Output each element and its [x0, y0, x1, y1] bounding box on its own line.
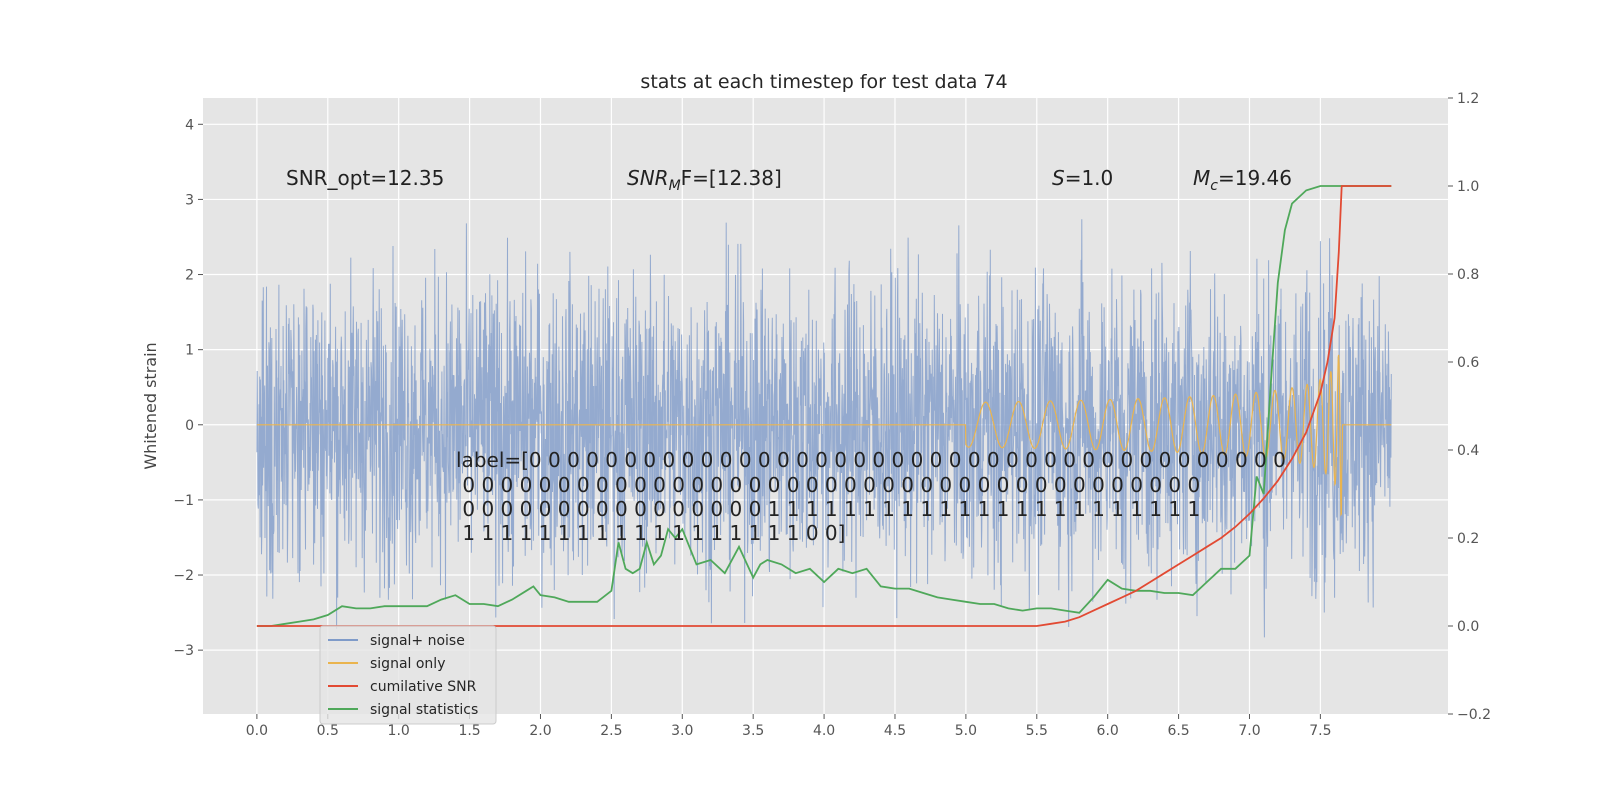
annotation-label-line: 1 1 1 1 1 1 1 1 1 1 1 1 1 1 1 1 1 1 0 0]	[456, 521, 845, 545]
legend-label-signal-noise: signal+ noise	[370, 633, 465, 649]
y2-tick-label: 1.0	[1457, 179, 1479, 195]
legend-label-signal-statistics: signal statistics	[370, 702, 478, 718]
series-signal-only	[256, 354, 1392, 517]
chart-title: stats at each timestep for test data 74	[640, 71, 1007, 93]
annotation-snr-opt: SNR_opt=12.35	[286, 166, 444, 190]
legend-box	[319, 625, 497, 725]
y2-tick-label: 0.8	[1457, 267, 1479, 283]
x-tick-label: 1.5	[458, 723, 480, 739]
x-tick-label: 5.0	[955, 723, 977, 739]
x-tick-label: 7.5	[1309, 723, 1331, 739]
y-tick-label: 3	[185, 192, 194, 208]
annotations: SNR_opt=12.35 SNRMF=[12.38] S=1.0 Mc=19.…	[286, 166, 1292, 545]
x-tick-label: 3.0	[671, 723, 693, 739]
x-tick-label: 4.0	[813, 723, 835, 739]
series-line-signal-statistics	[256, 185, 1392, 627]
annotation-mc: Mc=19.46	[1193, 166, 1292, 194]
series-signal-noise	[256, 219, 1392, 638]
x-tick-label: 6.0	[1097, 723, 1119, 739]
x-tick-label: 2.5	[600, 723, 622, 739]
y-tick-label: −3	[173, 643, 194, 659]
annotation-snr-mf: SNRMF=[12.38]	[627, 166, 782, 194]
y2-tick-label: 0.4	[1457, 443, 1479, 459]
annotation-s: S=1.0	[1052, 166, 1113, 190]
series-line-signal-noise	[256, 219, 1392, 638]
legend: signal+ noise signal only cumilative SNR…	[319, 625, 497, 725]
y-tick-label: 4	[185, 117, 194, 133]
legend-label-cumulative-snr: cumilative SNR	[370, 679, 477, 695]
x-tick-label: 3.5	[742, 723, 764, 739]
y2-tick-label: 0.2	[1457, 531, 1479, 547]
series-line-cumulative-snr	[256, 185, 1392, 627]
y2-tick-label: −0.2	[1457, 707, 1491, 723]
y2-tick-label: 0.6	[1457, 355, 1479, 371]
y2-tick-label: 0.0	[1457, 619, 1479, 635]
y-tick-label: 0	[185, 418, 194, 434]
legend-label-signal-only: signal only	[370, 656, 445, 672]
y-axis-label: Whitened strain	[141, 342, 160, 469]
axes: 0.0 0.5 1.0 1.5 2.0 2.5 3.0 3.5 4.0 4.5 5.0 5.5 6.0 6…	[173, 91, 1491, 739]
x-tick-label: 4.5	[884, 723, 906, 739]
x-tick-label: 0.5	[317, 723, 339, 739]
annotation-label-line: 0 0 0 0 0 0 0 0 0 0 0 0 0 0 0 0 1 1 1 1 …	[456, 497, 1200, 521]
x-tick-label: 0.0	[246, 723, 268, 739]
x-tick-label: 2.0	[529, 723, 551, 739]
y-tick-label: −1	[173, 493, 194, 509]
series-signal-statistics	[256, 185, 1392, 627]
y-tick-label: 1	[185, 343, 194, 359]
y2-tick-label: 1.2	[1457, 91, 1479, 107]
x-tick-label: 7.0	[1238, 723, 1260, 739]
x-tick-label: 5.5	[1026, 723, 1048, 739]
series-line-signal-only	[256, 354, 1392, 517]
y-tick-label: −2	[173, 568, 194, 584]
x-tick-label: 6.5	[1167, 723, 1189, 739]
annotation-label-line: 0 0 0 0 0 0 0 0 0 0 0 0 0 0 0 0 0 0 0 0 …	[456, 473, 1200, 497]
x-tick-label: 1.0	[388, 723, 410, 739]
y-tick-label: 2	[185, 268, 194, 284]
series-cumulative-snr	[256, 185, 1392, 627]
annotation-label-line: label=[0 0 0 0 0 0 0 0 0 0 0 0 0 0 0 0 0…	[456, 448, 1286, 472]
